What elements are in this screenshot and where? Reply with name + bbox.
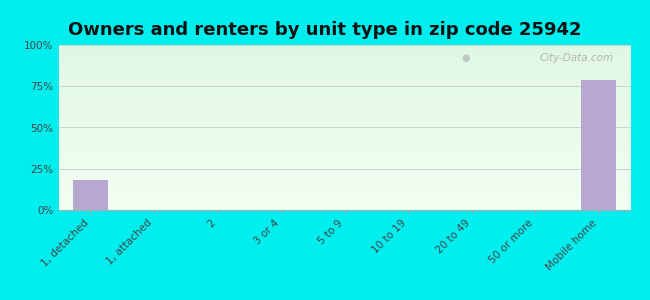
Text: ●: ● (462, 53, 470, 63)
Bar (581, 80, 616, 210)
Bar (73, 180, 108, 210)
Text: Owners and renters by unit type in zip code 25942: Owners and renters by unit type in zip c… (68, 21, 582, 39)
Text: City-Data.com: City-Data.com (540, 53, 614, 63)
